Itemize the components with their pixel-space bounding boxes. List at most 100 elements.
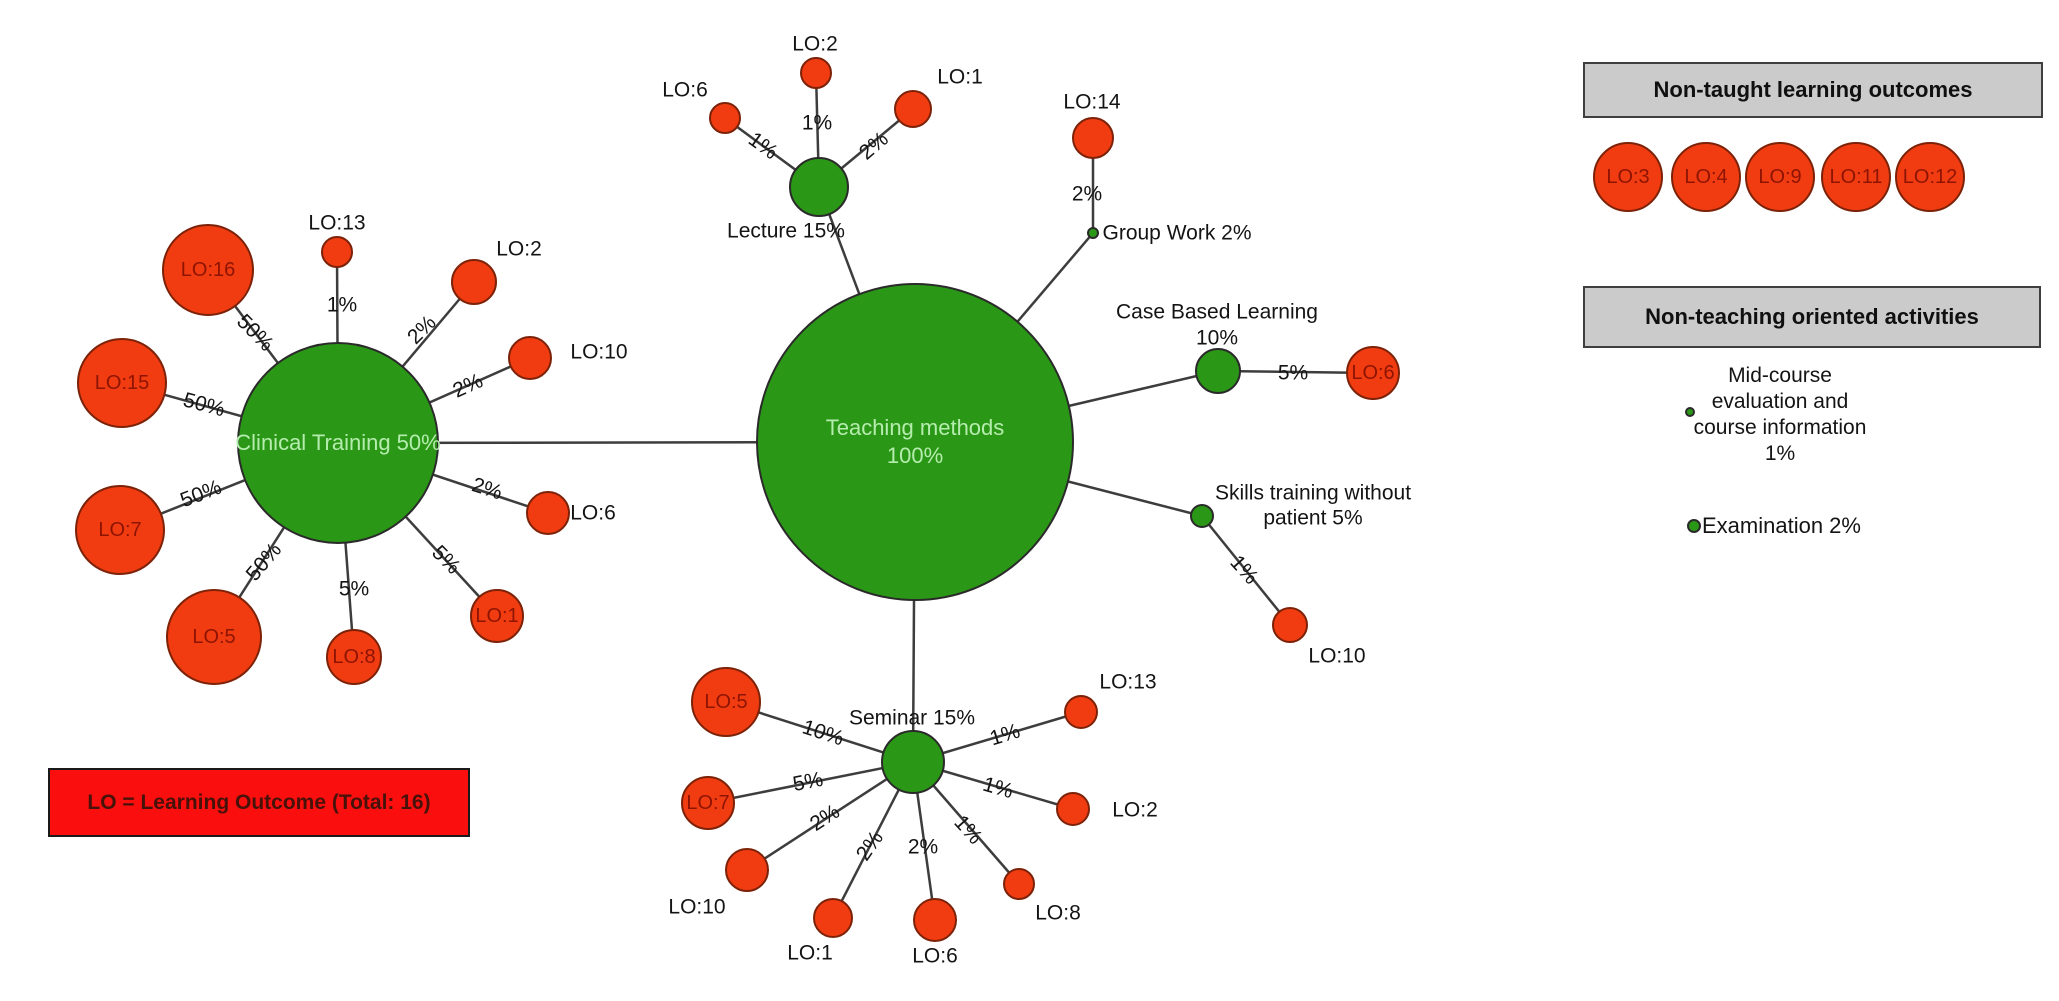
lo-circle-clinical-1-label: LO:1 <box>475 605 519 627</box>
lo-circle-clinical-10 <box>508 336 552 380</box>
seminar-node <box>881 730 945 794</box>
pct-lecture-lo2: 1% <box>801 111 833 135</box>
lo-circle-clinical-15-label: LO:15 <box>94 372 150 394</box>
lo-circle-seminar-7 <box>681 776 735 830</box>
lo-circle-legend-12 <box>1895 142 1965 212</box>
pct-seminar-lo7: 5% <box>790 767 826 797</box>
skills-label-line2: patient 5% <box>1263 506 1363 530</box>
lo-circle-legend-11-label: LO:11 <box>1829 166 1883 188</box>
lo-circle-legend-4 <box>1671 142 1741 212</box>
non-taught-legend-box: Non-taught learning outcomes <box>1583 62 2043 118</box>
pct-clinical-lo1: 5% <box>427 541 465 579</box>
lo-label-skills-10: LO:10 <box>1308 644 1366 668</box>
lo-note-text: LO = Learning Outcome (Total: 16) <box>87 790 431 814</box>
mid-course-dot <box>1685 407 1695 417</box>
clinical-training-node <box>237 342 439 544</box>
pct-lecture-lo1: 2% <box>854 127 893 165</box>
pct-clinical-lo5: 50% <box>241 538 287 586</box>
lo-label-clinical-6: LO:6 <box>570 501 616 525</box>
pct-seminar-lo8: 1% <box>949 810 987 849</box>
pct-clinical-lo8: 5% <box>338 577 370 601</box>
pct-lecture-lo6: 1% <box>744 127 783 165</box>
skills-label-line1: Skills training without <box>1214 481 1412 505</box>
lo-circle-clinical-7-label: LO:7 <box>98 519 142 541</box>
lo-circle-clinical-8-label: LO:8 <box>332 646 376 668</box>
lo-circle-clinical-13 <box>321 236 353 268</box>
lo-circle-clinical-1 <box>470 589 524 643</box>
lo-circle-lecture-14 <box>1072 117 1114 159</box>
lo-circle-seminar-7-label: LO:7 <box>686 792 730 814</box>
lecture-node <box>789 157 849 217</box>
non-taught-legend-title: Non-taught learning outcomes <box>1653 77 1973 102</box>
lo-label-seminar-8: LO:8 <box>1035 901 1081 925</box>
clinical-training-node-label: Clinical Training 50% <box>235 430 441 455</box>
pct-seminar-lo6: 2% <box>907 835 939 859</box>
edge-seminar-lo10 <box>746 760 914 872</box>
lo-label-clinical-2: LO:2 <box>496 237 542 261</box>
pct-seminar-lo10: 2% <box>805 800 844 836</box>
lo-label-lecture-2: LO:2 <box>792 32 838 56</box>
case-based-label-line2: 10% <box>1195 326 1239 350</box>
lo-label-seminar-10: LO:10 <box>668 895 726 919</box>
examination-dot <box>1687 519 1701 533</box>
lo-label-lecture-6: LO:6 <box>662 78 708 102</box>
lo-circle-clinical-8 <box>326 629 382 685</box>
case-based-label-line1: Case Based Learning <box>1116 300 1318 324</box>
lo-circle-clinical-5-label: LO:5 <box>192 626 236 648</box>
lo-circle-legend-4-label: LO:4 <box>1684 166 1728 188</box>
lo-circle-legend-3-label: LO:3 <box>1606 166 1650 188</box>
lo-label-clinical-10: LO:10 <box>570 340 628 364</box>
pct-clinical-lo7: 50% <box>177 475 225 513</box>
lo-circle-seminar-13 <box>1064 695 1098 729</box>
lo-circle-seminar-2 <box>1056 792 1090 826</box>
pct-clinical-lo15: 50% <box>180 388 228 422</box>
group-work-node <box>1087 227 1099 239</box>
pct-seminar-lo5: 10% <box>799 715 847 751</box>
lo-circle-clinical-16-label: LO:16 <box>180 259 236 281</box>
lo-circle-legend-3 <box>1593 142 1663 212</box>
lo-label-lecture-1: LO:1 <box>937 65 983 89</box>
pct-skills-lo10: 1% <box>1225 550 1263 589</box>
group-work-label: Group Work 2% <box>1102 221 1252 245</box>
pct-clinical-lo6: 2% <box>469 473 506 505</box>
pct-clinical-lo13: 1% <box>326 293 358 317</box>
lo-circle-clinical-16 <box>162 224 254 316</box>
mid-course-evaluation-label: Mid-course evaluation and course informa… <box>1693 364 1867 465</box>
lo-circle-clinical-15 <box>77 338 167 428</box>
seminar-label: Seminar 15% <box>848 706 976 730</box>
lo-label-seminar-6: LO:6 <box>912 944 958 968</box>
lo-circle-seminar-10 <box>725 848 769 892</box>
lo-circle-skills-10 <box>1272 607 1308 643</box>
pct-cbl-lo6: 5% <box>1277 361 1309 385</box>
lo-circle-clinical-5 <box>166 589 262 685</box>
pct-seminar-lo2: 1% <box>980 772 1016 804</box>
lo-circle-seminar-5 <box>691 667 761 737</box>
lo-label-seminar-1: LO:1 <box>787 941 833 965</box>
lo-circle-cbl-6-label: LO:6 <box>1351 362 1395 384</box>
lo-note-box: LO = Learning Outcome (Total: 16) <box>48 768 470 837</box>
skills-training-node <box>1190 504 1214 528</box>
pct-clinical-lo16: 50% <box>232 309 279 356</box>
examination-label: Examination 2% <box>1702 513 1861 538</box>
pct-seminar-lo1: 2% <box>851 826 889 865</box>
pct-clinical-lo10: 2% <box>449 369 487 403</box>
lo-circle-legend-11 <box>1821 142 1891 212</box>
non-teaching-legend-title: Non-teaching oriented activities <box>1645 304 1979 329</box>
lo-circle-legend-12-label: LO:12 <box>1902 166 1958 188</box>
lo-circle-cbl-6 <box>1346 346 1400 400</box>
lo-circle-lecture-2 <box>800 57 832 89</box>
lo-circle-seminar-1 <box>813 898 853 938</box>
lo-circle-lecture-6 <box>709 102 741 134</box>
lo-circle-seminar-6 <box>913 898 957 942</box>
lo-label-seminar-2: LO:2 <box>1112 798 1158 822</box>
lo-label-seminar-13: LO:13 <box>1099 670 1157 694</box>
teaching-methods-node-label: Teaching methods 100% <box>825 415 1005 468</box>
lo-circle-lecture-1 <box>894 90 932 128</box>
lo-circle-clinical-7 <box>75 485 165 575</box>
lo-label-clinical-13: LO:13 <box>308 211 366 235</box>
lo-circle-legend-9-label: LO:9 <box>1758 166 1802 188</box>
non-teaching-legend-box: Non-teaching oriented activities <box>1583 286 2041 348</box>
